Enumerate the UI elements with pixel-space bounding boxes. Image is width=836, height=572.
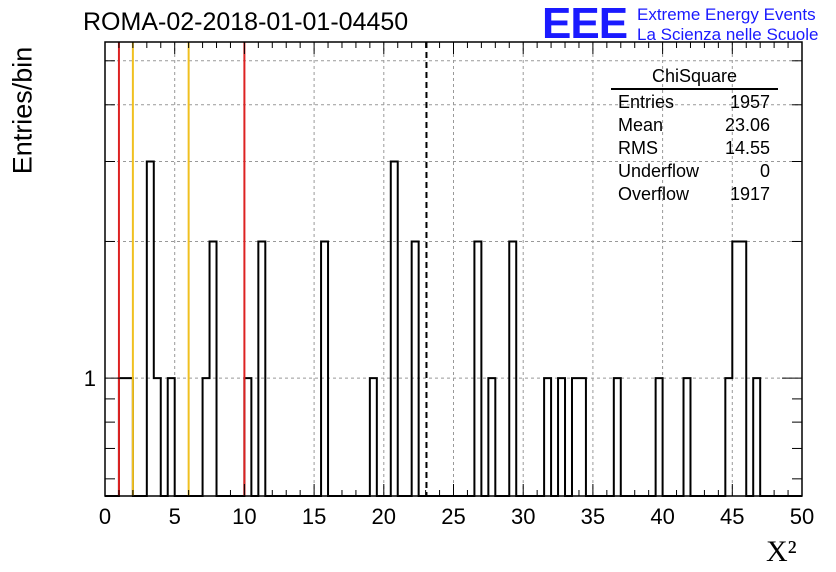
x-tick-label: 5 — [169, 504, 181, 529]
stats-label: RMS — [618, 138, 658, 158]
eee-logo: EEE — [542, 0, 628, 48]
stats-value: 1917 — [729, 184, 770, 204]
stats-value: 23.06 — [724, 115, 770, 135]
x-tick-label: 45 — [720, 504, 744, 529]
x-tick-label: 30 — [511, 504, 535, 529]
stats-row-entries: Entries 1957 — [609, 91, 778, 114]
x-tick-label: 25 — [441, 504, 465, 529]
stats-box: ChiSquare Entries 1957 Mean 23.06 RMS 14… — [609, 66, 778, 206]
stats-label: Mean — [618, 115, 664, 135]
y-axis-label: Entries/bin — [7, 46, 38, 175]
x-tick-label: 40 — [650, 504, 674, 529]
x-tick-label: 35 — [581, 504, 605, 529]
x-axis-label: X² — [766, 535, 797, 568]
stats-row-rms: RMS 14.55 — [609, 137, 778, 160]
stats-value: 0 — [759, 161, 770, 181]
stats-label: Overflow — [618, 184, 690, 204]
x-tick-label: 20 — [372, 504, 396, 529]
chart-title: ROMA-02-2018-01-01-04450 — [83, 8, 409, 36]
stats-row-underflow: Underflow 0 — [609, 160, 778, 183]
x-tick-label: 15 — [302, 504, 326, 529]
stats-row-mean: Mean 23.06 — [609, 114, 778, 137]
x-tick-label: 10 — [232, 504, 256, 529]
x-tick-label: 50 — [790, 504, 814, 529]
logo-line-2: La Scienza nelle Scuole — [637, 25, 819, 44]
stats-title: ChiSquare — [611, 66, 778, 90]
y-tick-label: 1 — [84, 366, 96, 391]
stats-value: 14.55 — [724, 138, 770, 158]
x-tick-label: 0 — [99, 504, 111, 529]
stats-label: Underflow — [618, 161, 700, 181]
stats-label: Entries — [618, 92, 675, 112]
stats-row-overflow: Overflow 1917 — [609, 183, 778, 206]
logo-line-1: Extreme Energy Events — [637, 5, 816, 24]
stats-value: 1957 — [729, 92, 770, 112]
